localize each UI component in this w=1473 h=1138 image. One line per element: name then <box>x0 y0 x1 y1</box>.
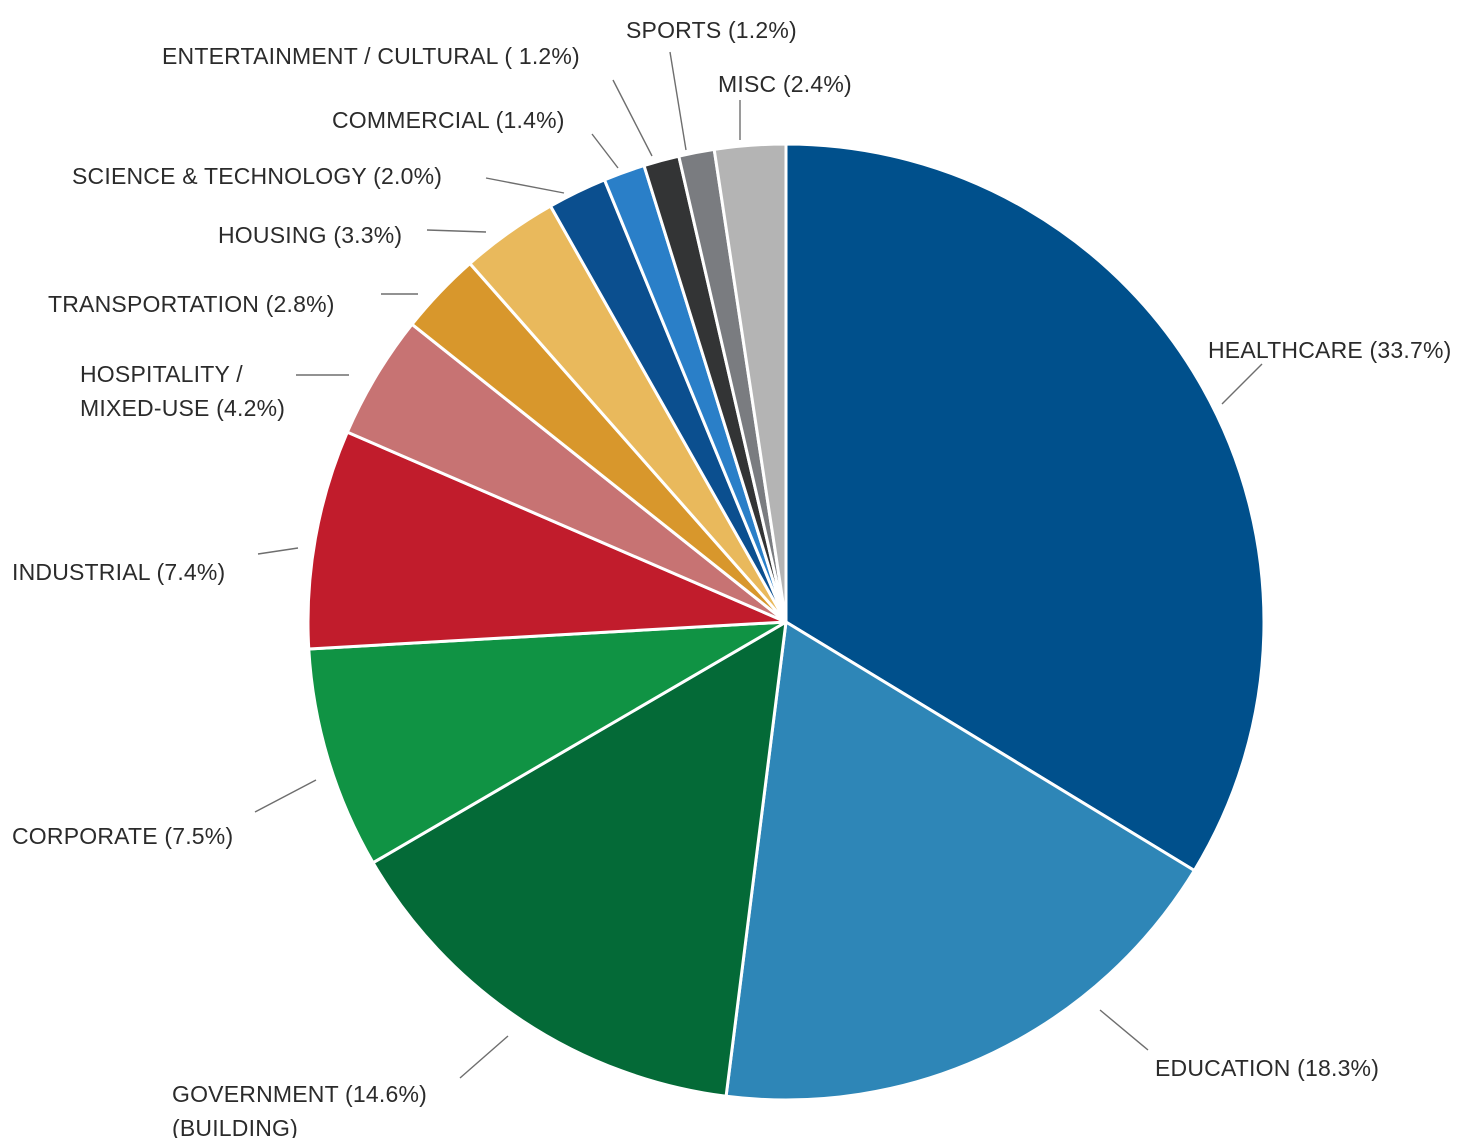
pie-slice-healthcare <box>784 142 1266 872</box>
slice-label-entertainment: ENTERTAINMENT / CULTURAL ( 1.2%) <box>162 43 580 69</box>
pie-slice-government <box>371 620 788 1098</box>
slice-label-line: MIXED-USE (4.2%) <box>80 395 285 421</box>
slice-label-line: HOUSING (3.3%) <box>218 222 402 248</box>
slice-label-line: GOVERNMENT (14.6%) <box>172 1081 427 1107</box>
pie-slices <box>306 142 1266 1102</box>
slice-label-commercial: COMMERCIAL (1.4%) <box>332 107 565 133</box>
slice-label-line: HEALTHCARE (33.7%) <box>1208 337 1451 363</box>
slice-label-sports: SPORTS (1.2%) <box>626 17 797 43</box>
slice-label-line: HOSPITALITY / <box>80 361 243 387</box>
slice-label-healthcare: HEALTHCARE (33.7%) <box>1208 337 1451 363</box>
slice-label-line: ENTERTAINMENT / CULTURAL ( 1.2%) <box>162 43 580 69</box>
slice-label-science: SCIENCE & TECHNOLOGY (2.0%) <box>72 163 442 189</box>
leader-line-commercial <box>591 133 619 169</box>
slice-label-line: (BUILDING) <box>172 1115 298 1138</box>
leader-line-education <box>1099 1009 1149 1051</box>
slice-label-line: SCIENCE & TECHNOLOGY (2.0%) <box>72 163 442 189</box>
slice-label-line: EDUCATION (18.3%) <box>1155 1055 1379 1081</box>
leader-line-entertainment <box>612 79 653 157</box>
slice-label-corporate: CORPORATE (7.5%) <box>12 823 233 849</box>
slice-label-government: GOVERNMENT (14.6%) (BUILDING) <box>172 1081 427 1138</box>
slice-label-line: MISC (2.4%) <box>718 71 852 97</box>
leader-line-industrial <box>257 547 299 555</box>
slice-label-transportation: TRANSPORTATION (2.8%) <box>48 291 335 317</box>
slice-label-education: EDUCATION (18.3%) <box>1155 1055 1379 1081</box>
pie-slice-misc <box>712 142 788 624</box>
leader-line-government <box>459 1035 509 1079</box>
slice-label-line: CORPORATE (7.5%) <box>12 823 233 849</box>
leader-lines <box>254 51 1263 1079</box>
slice-labels: HEALTHCARE (33.7%) EDUCATION (18.3%) GOVER… <box>12 17 1451 1138</box>
leader-line-sports <box>669 51 687 151</box>
slice-label-line: COMMERCIAL (1.4%) <box>332 107 565 133</box>
leader-line-healthcare <box>1221 363 1263 405</box>
leader-line-corporate <box>254 779 317 813</box>
pie-slice-corporate <box>307 620 788 865</box>
leader-line-housing <box>426 229 487 233</box>
leader-line-science <box>485 177 565 194</box>
slice-label-line: SPORTS (1.2%) <box>626 17 797 43</box>
slice-label-housing: HOUSING (3.3%) <box>218 222 402 248</box>
slice-label-hospitality: HOSPITALITY / MIXED-USE (4.2%) <box>80 361 285 421</box>
pie-slice-education <box>724 620 1196 1102</box>
slice-label-misc: MISC (2.4%) <box>718 71 852 97</box>
slice-label-industrial: INDUSTRIAL (7.4%) <box>12 559 225 585</box>
pie-slice-industrial <box>306 430 788 651</box>
slice-label-line: INDUSTRIAL (7.4%) <box>12 559 225 585</box>
slice-label-line: TRANSPORTATION (2.8%) <box>48 291 335 317</box>
